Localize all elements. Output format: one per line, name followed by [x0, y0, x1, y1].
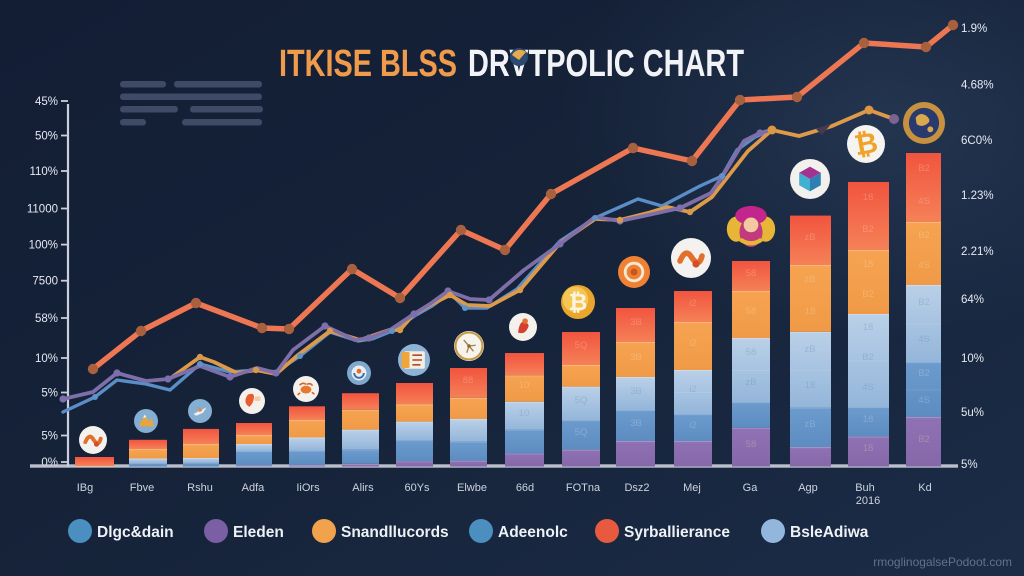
svg-text:Rshu: Rshu — [187, 482, 213, 494]
svg-text:B2: B2 — [918, 434, 930, 445]
svg-text:5%: 5% — [41, 430, 58, 442]
svg-text:50%: 50% — [35, 130, 58, 142]
svg-text:4.68%: 4.68% — [961, 80, 994, 92]
svg-text:B2: B2 — [918, 163, 930, 174]
svg-text:Syrballierance: Syrballierance — [624, 524, 730, 541]
svg-text:Dsz2: Dsz2 — [624, 482, 649, 494]
svg-text:2016: 2016 — [856, 495, 880, 507]
svg-text:5u%: 5u% — [961, 407, 984, 419]
svg-text:5Q: 5Q — [575, 395, 588, 406]
svg-text:Snandllucords: Snandllucords — [341, 524, 449, 541]
svg-text:zB: zB — [804, 419, 815, 430]
svg-text:10%: 10% — [35, 353, 58, 365]
svg-text:58%: 58% — [35, 313, 58, 325]
svg-text:45%: 45% — [35, 96, 58, 108]
svg-text:18: 18 — [805, 306, 816, 317]
svg-text:110%: 110% — [29, 166, 58, 178]
svg-text:4S: 4S — [918, 196, 930, 207]
svg-text:B2: B2 — [918, 230, 930, 241]
svg-text:5%: 5% — [961, 459, 978, 471]
svg-text:Buh: Buh — [855, 482, 875, 494]
svg-text:7500: 7500 — [32, 276, 58, 288]
svg-text:B2: B2 — [862, 289, 874, 300]
svg-text:zB: zB — [804, 232, 815, 243]
svg-text:FOTna: FOTna — [566, 482, 601, 494]
svg-text:60Ys: 60Ys — [404, 482, 430, 494]
svg-text:3B: 3B — [630, 418, 642, 429]
svg-text:Eleden: Eleden — [233, 524, 284, 541]
svg-text:B2: B2 — [918, 368, 930, 379]
svg-text:4S: 4S — [918, 260, 930, 271]
svg-text:6C0%: 6C0% — [961, 135, 992, 147]
svg-text:B2: B2 — [862, 352, 874, 363]
svg-text:Kd: Kd — [918, 482, 931, 494]
svg-text:5Q: 5Q — [575, 340, 588, 351]
svg-text:5%: 5% — [41, 387, 58, 399]
svg-text:Dlgc&dain: Dlgc&dain — [97, 524, 174, 541]
svg-text:64%: 64% — [961, 294, 984, 306]
svg-text:B2: B2 — [918, 297, 930, 308]
svg-text:2.21%: 2.21% — [961, 246, 994, 258]
svg-text:IiOrs: IiOrs — [296, 482, 320, 494]
svg-text:58: 58 — [746, 347, 757, 358]
svg-text:18: 18 — [863, 322, 874, 333]
svg-text:88: 88 — [463, 375, 474, 386]
svg-text:zB: zB — [804, 344, 815, 355]
svg-text:ITKISE BLSS: ITKISE BLSS — [279, 43, 457, 85]
svg-text:B2: B2 — [862, 224, 874, 235]
svg-text:4S: 4S — [918, 395, 930, 406]
svg-text:10: 10 — [519, 380, 530, 391]
svg-text:i2: i2 — [689, 384, 696, 395]
svg-text:₿: ₿ — [852, 127, 880, 163]
svg-text:i2: i2 — [689, 298, 696, 309]
svg-text:BsleAdiwa: BsleAdiwa — [790, 524, 869, 541]
svg-text:58: 58 — [746, 439, 757, 450]
svg-text:1.23%: 1.23% — [961, 190, 994, 202]
svg-text:Elwbe: Elwbe — [457, 482, 487, 494]
svg-text:10%: 10% — [961, 353, 984, 365]
svg-text:Alirs: Alirs — [352, 482, 374, 494]
svg-text:1.9%: 1.9% — [961, 23, 987, 35]
svg-text:10: 10 — [519, 408, 530, 419]
svg-text:100%: 100% — [29, 239, 58, 251]
svg-text:11000: 11000 — [27, 203, 58, 215]
svg-text:rmoglinogalsePodoot.com: rmoglinogalsePodoot.com — [873, 555, 1012, 569]
svg-text:₿: ₿ — [569, 289, 588, 315]
svg-text:18: 18 — [805, 380, 816, 391]
svg-text:58: 58 — [746, 268, 757, 279]
svg-text:i2: i2 — [689, 338, 696, 349]
svg-text:Fbve: Fbve — [130, 482, 154, 494]
svg-text:i2: i2 — [689, 420, 696, 431]
svg-text:3B: 3B — [630, 386, 642, 397]
svg-text:Adfa: Adfa — [242, 482, 266, 494]
svg-text:18: 18 — [863, 259, 874, 270]
svg-text:18: 18 — [863, 192, 874, 203]
svg-text:DRVTPOLIC CHART: DRVTPOLIC CHART — [468, 43, 744, 85]
svg-text:5Q: 5Q — [575, 427, 588, 438]
svg-text:4S: 4S — [862, 382, 874, 393]
svg-text:Mej: Mej — [683, 482, 701, 494]
svg-text:IBg: IBg — [77, 482, 94, 494]
svg-text:Adeenolc: Adeenolc — [498, 524, 568, 541]
svg-text:18: 18 — [863, 443, 874, 454]
svg-text:zB: zB — [804, 274, 815, 285]
svg-text:58: 58 — [746, 306, 757, 317]
svg-text:18: 18 — [863, 414, 874, 425]
svg-text:3B: 3B — [630, 317, 642, 328]
svg-text:zB: zB — [745, 377, 756, 388]
svg-text:Ga: Ga — [743, 482, 759, 494]
svg-text:4S: 4S — [918, 334, 930, 345]
svg-text:Agp: Agp — [798, 482, 818, 494]
svg-text:66d: 66d — [516, 482, 534, 494]
svg-text:3B: 3B — [630, 352, 642, 363]
